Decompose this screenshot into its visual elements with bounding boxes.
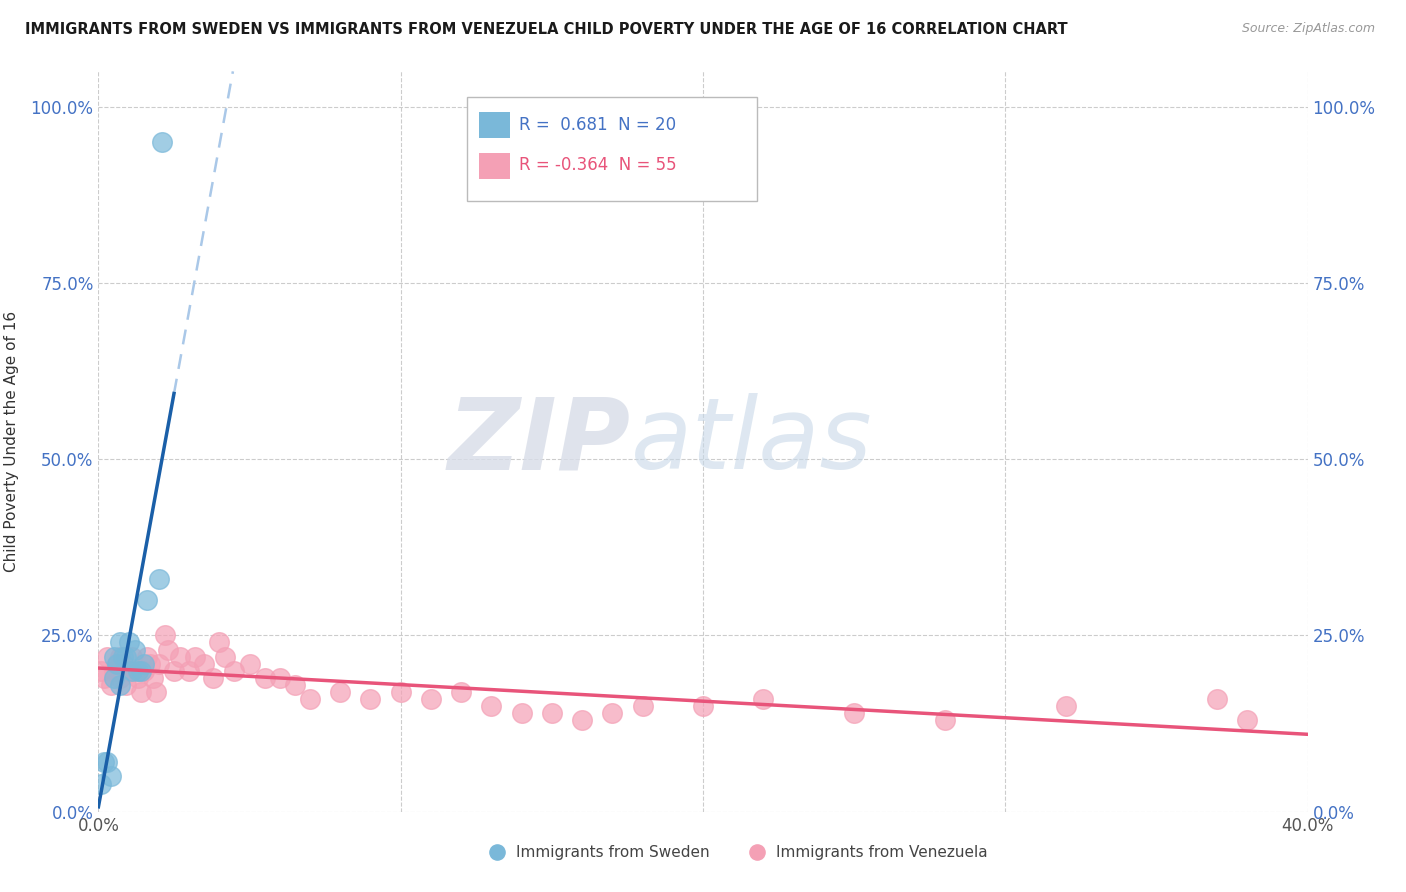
Point [179,664,201,678]
Point [1054,698,1077,713]
Point [224,664,246,678]
Point [100,769,122,783]
Point [114,649,136,664]
Y-axis label: Child Poverty Under the Age of 16: Child Poverty Under the Age of 16 [4,311,20,572]
Point [135,593,157,607]
Point [184,649,207,664]
Point [214,649,236,664]
Point [571,713,593,727]
Point [121,649,143,664]
Point [156,642,179,657]
Point [389,685,412,699]
Point [752,692,775,706]
Point [360,692,382,706]
Text: ZIP: ZIP [447,393,630,490]
Point [90,664,112,678]
Point [139,657,162,671]
Point [108,671,131,685]
Point [96,756,118,770]
Text: Immigrants from Venezuela: Immigrants from Venezuela [776,845,987,860]
Text: R =  0.681  N = 20: R = 0.681 N = 20 [519,116,676,134]
Text: IMMIGRANTS FROM SWEDEN VS IMMIGRANTS FROM VENEZUELA CHILD POVERTY UNDER THE AGE : IMMIGRANTS FROM SWEDEN VS IMMIGRANTS FRO… [25,22,1069,37]
FancyBboxPatch shape [467,97,758,201]
Point [103,671,125,685]
Point [692,698,714,713]
Text: Immigrants from Sweden: Immigrants from Sweden [516,845,709,860]
Point [132,664,155,678]
Point [253,671,276,685]
Point [108,635,131,649]
Point [124,642,146,657]
Point [142,671,165,685]
Point [135,649,157,664]
Text: Source: ZipAtlas.com: Source: ZipAtlas.com [1241,22,1375,36]
Point [105,657,128,671]
Point [481,698,503,713]
Point [127,664,149,678]
Point [150,135,173,149]
Text: atlas: atlas [630,393,872,490]
FancyBboxPatch shape [479,153,509,178]
Point [602,706,624,720]
Text: R = -0.364  N = 55: R = -0.364 N = 55 [519,156,676,174]
Point [118,635,141,649]
Point [93,671,115,685]
Point [111,657,134,671]
Point [108,678,131,692]
Point [510,706,533,720]
Point [118,664,141,678]
Point [540,706,562,720]
Point [129,685,152,699]
Point [148,657,170,671]
Point [208,635,231,649]
FancyBboxPatch shape [479,112,509,138]
Point [100,678,122,692]
Point [299,692,322,706]
Point [450,685,472,699]
Point [111,649,134,664]
Point [90,776,112,790]
Point [420,692,443,706]
Point [96,649,118,664]
Point [329,685,352,699]
Point [1085,843,1108,857]
Point [153,628,176,642]
Point [121,664,143,678]
Point [844,706,866,720]
Point [934,713,956,727]
Point [163,664,186,678]
Point [127,671,149,685]
Point [93,756,115,770]
Point [631,698,654,713]
Point [129,664,152,678]
Point [284,678,307,692]
Point [169,649,191,664]
Point [193,657,215,671]
Point [124,664,146,678]
Point [132,657,155,671]
Point [103,664,125,678]
Point [145,685,167,699]
Point [1206,692,1229,706]
Point [269,671,291,685]
Point [114,678,136,692]
Point [1236,713,1258,727]
Point [148,572,170,586]
Point [108,649,131,664]
Point [202,671,225,685]
Point [103,649,125,664]
Point [239,657,262,671]
Point [105,657,128,671]
